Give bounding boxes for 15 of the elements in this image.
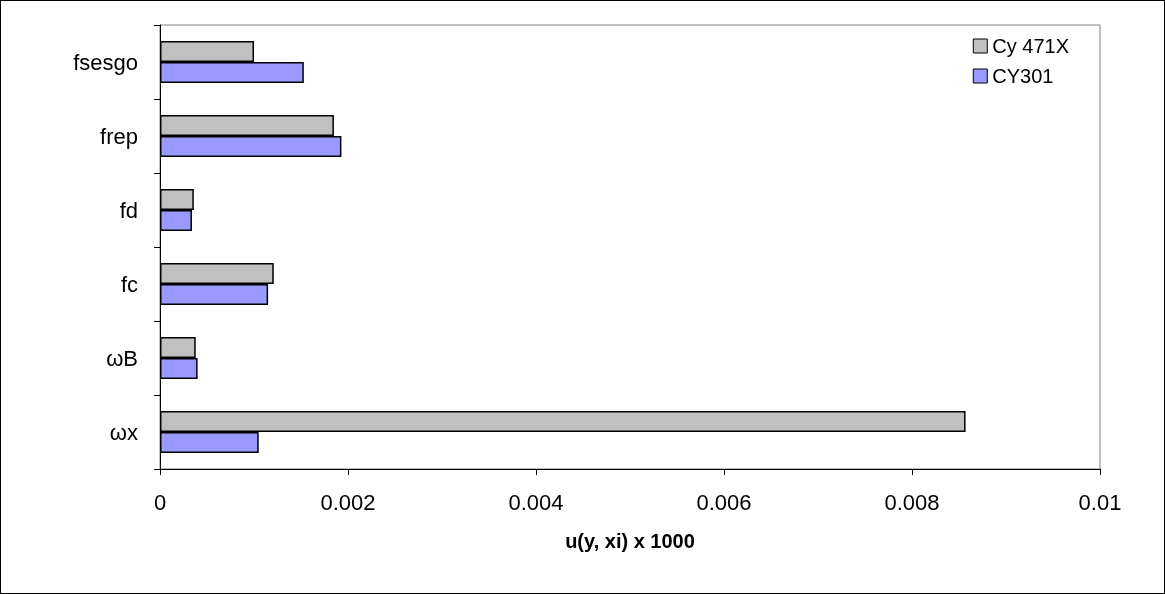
y-tick-label: fc — [120, 271, 138, 297]
x-axis-title: u(y, xi) x 1000 — [565, 530, 695, 552]
x-tick-label: 0.004 — [508, 489, 564, 515]
legend-label: Cy 471X — [992, 35, 1070, 57]
y-tick-label: ωx — [109, 419, 138, 445]
x-tick-label: 0.002 — [320, 489, 376, 515]
x-tick-label: 0.008 — [884, 489, 940, 515]
legend-label: CY301 — [992, 65, 1054, 87]
y-tick-label: fsesgo — [73, 49, 138, 75]
y-tick-label: frep — [100, 123, 138, 149]
y-tick-label: fd — [119, 197, 138, 223]
y-tick-label: ωB — [106, 345, 138, 371]
x-tick-label: 0 — [153, 489, 167, 515]
x-tick-label: 0.006 — [696, 489, 752, 515]
x-tick-label: 0.01 — [1078, 489, 1122, 515]
